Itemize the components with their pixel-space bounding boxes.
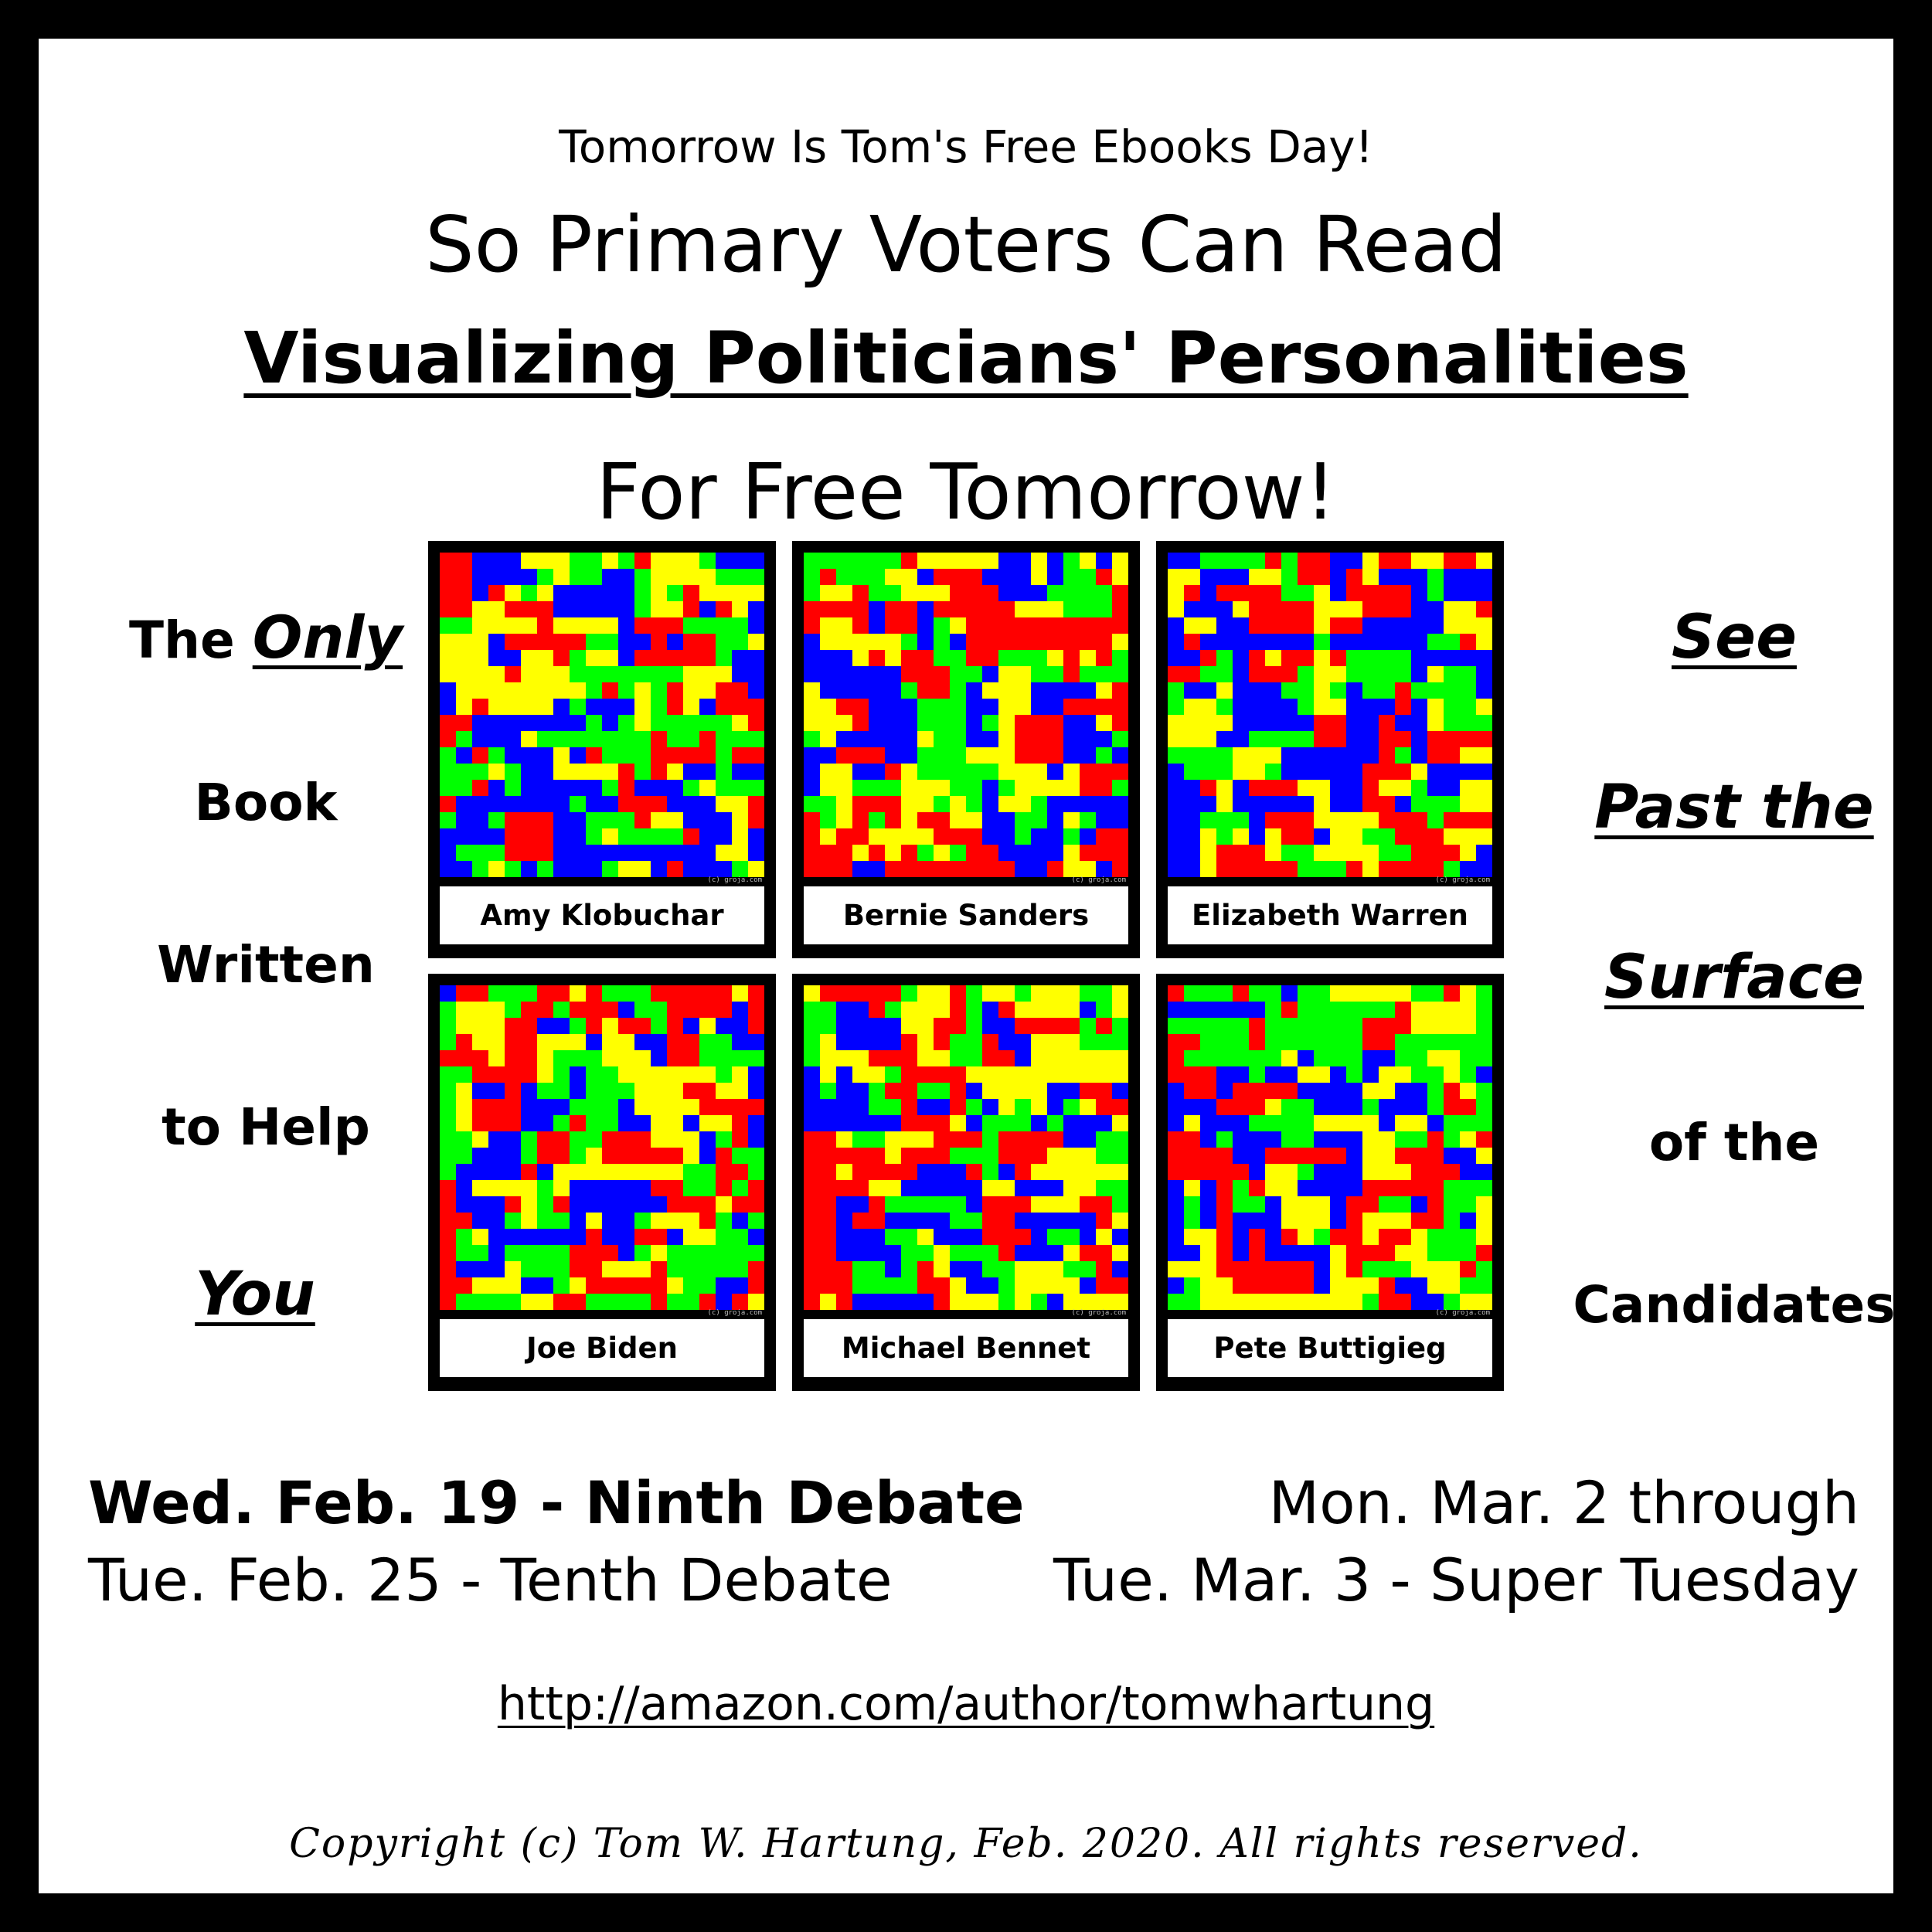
personality-grid — [804, 553, 1128, 877]
candidate-panel-biden: (c) groja.com Joe Biden — [428, 974, 776, 1391]
date-ninth-debate: Wed. Feb. 19 - Ninth Debate — [88, 1468, 1025, 1537]
candidate-name: Bernie Sanders — [804, 886, 1128, 944]
panel-credit: (c) groja.com — [1071, 876, 1126, 884]
panel-credit: (c) groja.com — [707, 876, 762, 884]
panel-credit: (c) groja.com — [1435, 1309, 1490, 1317]
candidate-name: Amy Klobuchar — [440, 886, 764, 944]
right-of-the: of the — [1648, 1113, 1820, 1172]
right-candidates: Candidates — [1573, 1275, 1896, 1335]
candidate-name: Michael Bennet — [804, 1319, 1128, 1377]
panel-credit: (c) groja.com — [707, 1309, 762, 1317]
book-title-text: Visualizing Politicians' Personalities — [243, 317, 1689, 400]
left-the-only: The Only — [80, 603, 451, 672]
candidate-name: Joe Biden — [440, 1319, 764, 1377]
date-mar-2: Mon. Mar. 2 through — [1268, 1468, 1859, 1537]
headline-line1: So Primary Voters Can Read — [425, 199, 1507, 290]
right-surface: Surface — [1604, 943, 1864, 1012]
left-only: Only — [252, 603, 403, 672]
panel-credit: (c) groja.com — [1071, 1309, 1126, 1317]
candidate-panel-sanders: (c) groja.com Bernie Sanders — [792, 541, 1140, 958]
right-past-the: Past the — [1594, 773, 1874, 842]
personality-grid — [1168, 553, 1492, 877]
candidate-panel-buttigieg: (c) groja.com Pete Buttigieg — [1156, 974, 1504, 1391]
candidate-name: Pete Buttigieg — [1168, 1319, 1492, 1377]
candidate-panel-klobuchar: (c) groja.com Amy Klobuchar — [428, 541, 776, 958]
book-title: Visualizing Politicians' Personalities — [39, 317, 1893, 400]
left-the: The — [128, 611, 253, 670]
poster: Tomorrow Is Tom's Free Ebooks Day! So Pr… — [39, 39, 1896, 1893]
copyright-notice: Copyright (c) Tom W. Hartung, Feb. 2020.… — [289, 1821, 1643, 1867]
left-to-help: to Help — [162, 1097, 370, 1157]
candidate-panel-warren: (c) groja.com Elizabeth Warren — [1156, 541, 1504, 958]
personality-grid — [804, 985, 1128, 1310]
headline-line3: For Free Tomorrow! — [596, 447, 1336, 537]
right-see: See — [1672, 603, 1797, 672]
left-written: Written — [157, 935, 375, 995]
left-book: Book — [194, 773, 338, 832]
author-link[interactable]: http://amazon.com/author/tomwhartung — [497, 1677, 1435, 1731]
panel-credit: (c) groja.com — [1435, 876, 1490, 884]
candidate-name: Elizabeth Warren — [1168, 886, 1492, 944]
date-super-tuesday: Tue. Mar. 3 - Super Tuesday — [1053, 1546, 1859, 1614]
personality-grid — [1168, 985, 1492, 1310]
date-tenth-debate: Tue. Feb. 25 - Tenth Debate — [88, 1546, 893, 1614]
left-you: You — [195, 1260, 315, 1329]
personality-grid — [440, 985, 764, 1310]
top-line: Tomorrow Is Tom's Free Ebooks Day! — [559, 121, 1373, 173]
candidate-panel-bennet: (c) groja.com Michael Bennet — [792, 974, 1140, 1391]
personality-grid — [440, 553, 764, 877]
